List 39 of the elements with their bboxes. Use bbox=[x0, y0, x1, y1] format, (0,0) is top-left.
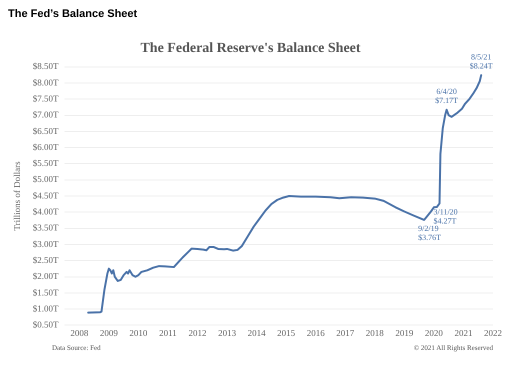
x-tick-label: 2012 bbox=[188, 328, 207, 338]
y-tick-label: $4.50T bbox=[32, 190, 60, 200]
x-tick-label: 2008 bbox=[70, 328, 89, 338]
annotation: 6/4/20 $7.17T bbox=[435, 86, 458, 105]
y-tick-label: $5.00T bbox=[32, 174, 60, 184]
x-tick-label: 2020 bbox=[424, 328, 444, 338]
y-tick-label: $7.50T bbox=[32, 93, 60, 104]
x-tick-label: 2015 bbox=[277, 328, 296, 338]
y-tick-label: $2.50T bbox=[32, 254, 60, 265]
x-tick-label: 2011 bbox=[159, 328, 177, 338]
annotation: 8/5/21 $8.24T bbox=[470, 52, 493, 70]
y-tick-label: $5.50T bbox=[32, 158, 60, 168]
x-tick-label: 2021 bbox=[454, 328, 472, 338]
y-tick-label: $8.00T bbox=[32, 77, 60, 88]
y-tick-label: $8.50T bbox=[32, 61, 60, 72]
y-tick-label: $3.50T bbox=[32, 222, 60, 233]
annotation: 9/2/19 $3.76T bbox=[418, 224, 442, 242]
y-tick-label: $6.50T bbox=[32, 126, 60, 136]
chart-title: The Fed’s Balance Sheet bbox=[8, 8, 138, 22]
x-tick-label: 2014 bbox=[248, 328, 266, 338]
y-tick-label: $6.00T bbox=[32, 142, 60, 152]
y-tick-label: $7.00T bbox=[32, 110, 60, 120]
y-tick-label: $0.50T bbox=[32, 320, 60, 330]
chart-subtitle: The Federal Reserve's Balance Sheet bbox=[140, 41, 361, 56]
y-axis-title: Trillions of Dollars bbox=[12, 160, 22, 231]
x-tick-label: 2013 bbox=[218, 328, 237, 338]
y-tick-label: $1.00T bbox=[32, 303, 60, 314]
x-tick-label: 2010 bbox=[129, 328, 148, 338]
x-tick-label: 2019 bbox=[395, 328, 414, 338]
annotation: 3/11/20 $4.27T bbox=[434, 208, 458, 226]
y-tick-label: $4.00T bbox=[32, 206, 60, 217]
x-tick-label: 2022 bbox=[484, 328, 502, 338]
x-tick-label: 2009 bbox=[100, 328, 118, 338]
y-tick-label: $1.50T bbox=[32, 287, 60, 298]
y-tick-label: $3.00T bbox=[32, 238, 60, 249]
x-tick-label: 2017 bbox=[336, 328, 355, 338]
x-tick-label: 2018 bbox=[366, 328, 384, 338]
y-tick-label: $2.00T bbox=[32, 271, 60, 282]
x-tick-label: 2016 bbox=[306, 328, 326, 338]
